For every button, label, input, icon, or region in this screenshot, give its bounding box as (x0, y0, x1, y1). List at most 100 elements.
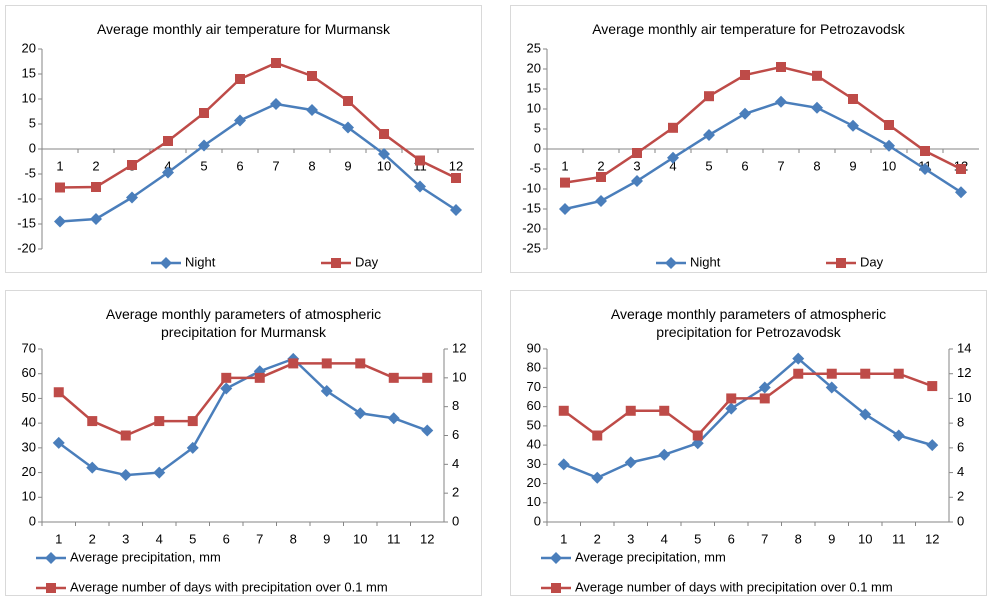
marker (421, 424, 434, 437)
legend-label: Day (860, 254, 884, 269)
y-tick-label: 70 (22, 340, 36, 355)
marker (793, 368, 804, 379)
marker (955, 186, 967, 199)
x-tick-label: 9 (828, 531, 835, 546)
marker (415, 155, 425, 166)
x-tick-label: 3 (627, 531, 634, 546)
marker (55, 182, 65, 193)
x-tick-label: 1 (56, 158, 63, 173)
marker (354, 407, 367, 420)
chart: 0 10 20 30 40 50 60 70 0 2 4 6 8 10 12 1 2 3 4 5 6 7 8 9 10 11 12 A… (5, 290, 482, 596)
marker (739, 107, 751, 120)
y-tick-label: 80 (527, 360, 541, 375)
marker (920, 146, 930, 156)
y-tick-label: -20 (522, 220, 541, 235)
x-tick-label: 11 (387, 531, 401, 546)
x-tick-label: 4 (669, 158, 676, 173)
marker (306, 104, 318, 116)
y-tick-label: -5 (529, 160, 541, 175)
x-tick-label: 6 (741, 158, 748, 173)
marker (668, 122, 678, 133)
x-tick-label: 9 (849, 158, 856, 173)
x-tick-label: 1 (55, 531, 62, 546)
marker (321, 358, 332, 369)
marker (46, 583, 56, 593)
marker (884, 120, 894, 130)
x-tick-label: 2 (92, 158, 99, 173)
y-tick-label: 10 (22, 90, 36, 105)
marker (919, 163, 931, 175)
marker (812, 70, 822, 81)
x-tick-label: 10 (882, 158, 896, 173)
x-tick-label: 8 (308, 158, 315, 173)
marker (86, 461, 99, 474)
y-tick-label: -15 (17, 215, 36, 230)
series-line (59, 102, 457, 223)
y-tick-label: 70 (527, 379, 541, 394)
x-tick-label: 1 (560, 531, 567, 546)
y2-tick-label: 14 (957, 340, 971, 355)
y2-tick-label: 2 (957, 489, 964, 504)
marker (927, 381, 938, 392)
x-tick-label: 7 (272, 158, 279, 173)
y-tick-label: 5 (29, 115, 36, 130)
marker (825, 381, 838, 394)
marker (557, 458, 570, 471)
marker (162, 166, 174, 179)
legend-label: Average number of days with precipitatio… (70, 579, 388, 594)
marker (422, 372, 433, 383)
y-tick-label: 15 (22, 65, 36, 80)
x-tick-label: 2 (597, 158, 604, 173)
marker (625, 405, 636, 416)
y-tick-label: 25 (527, 40, 541, 55)
y-tick-label: 10 (527, 100, 541, 115)
y-tick-label: 20 (22, 464, 36, 479)
y2-tick-label: 12 (452, 340, 466, 355)
legend-label: Average number of days with precipitatio… (575, 579, 893, 594)
marker (758, 381, 771, 394)
y-tick-label: 0 (29, 140, 36, 155)
marker (450, 204, 462, 216)
marker (163, 136, 173, 146)
marker (451, 173, 461, 183)
chart-svg: -20-15-10-505101520123456789101112NightD… (17, 40, 474, 269)
y-tick-label: 20 (22, 40, 36, 55)
legend-label: Night (690, 254, 721, 269)
marker (288, 358, 299, 369)
chart-title: Average monthly parameters of atmospheri… (610, 306, 887, 340)
y2-tick-label: 2 (452, 485, 459, 500)
marker (270, 98, 282, 110)
chart: -25-20-15-10-50510152025123456789101112N… (510, 5, 987, 273)
y-tick-label: 0 (534, 140, 541, 155)
y-tick-label: 15 (527, 80, 541, 95)
y-tick-label: 40 (527, 437, 541, 452)
marker (726, 393, 737, 404)
y2-tick-label: 8 (957, 415, 964, 430)
chart-title: Average monthly air temperature for Murm… (96, 21, 391, 37)
x-tick-label: 4 (164, 158, 171, 173)
y2-tick-label: 0 (452, 513, 459, 528)
x-tick-label: 5 (705, 158, 712, 173)
marker (892, 429, 905, 442)
marker (956, 164, 966, 174)
marker (775, 95, 787, 108)
x-tick-label: 10 (858, 531, 872, 546)
x-tick-label: 1 (561, 158, 568, 173)
y-tick-label: 50 (527, 417, 541, 432)
y-tick-label: 20 (527, 475, 541, 490)
y2-tick-label: 6 (452, 427, 459, 442)
x-tick-label: 6 (236, 158, 243, 173)
marker (160, 257, 172, 269)
series-line (564, 65, 962, 184)
y-tick-label: 10 (527, 494, 541, 509)
x-tick-label: 6 (728, 531, 735, 546)
marker (154, 416, 165, 427)
marker (658, 448, 671, 461)
marker (388, 372, 399, 383)
y-tick-label: -25 (522, 240, 541, 255)
marker (667, 151, 679, 164)
marker (220, 382, 233, 395)
marker (665, 257, 677, 269)
y-tick-label: 10 (22, 489, 36, 504)
